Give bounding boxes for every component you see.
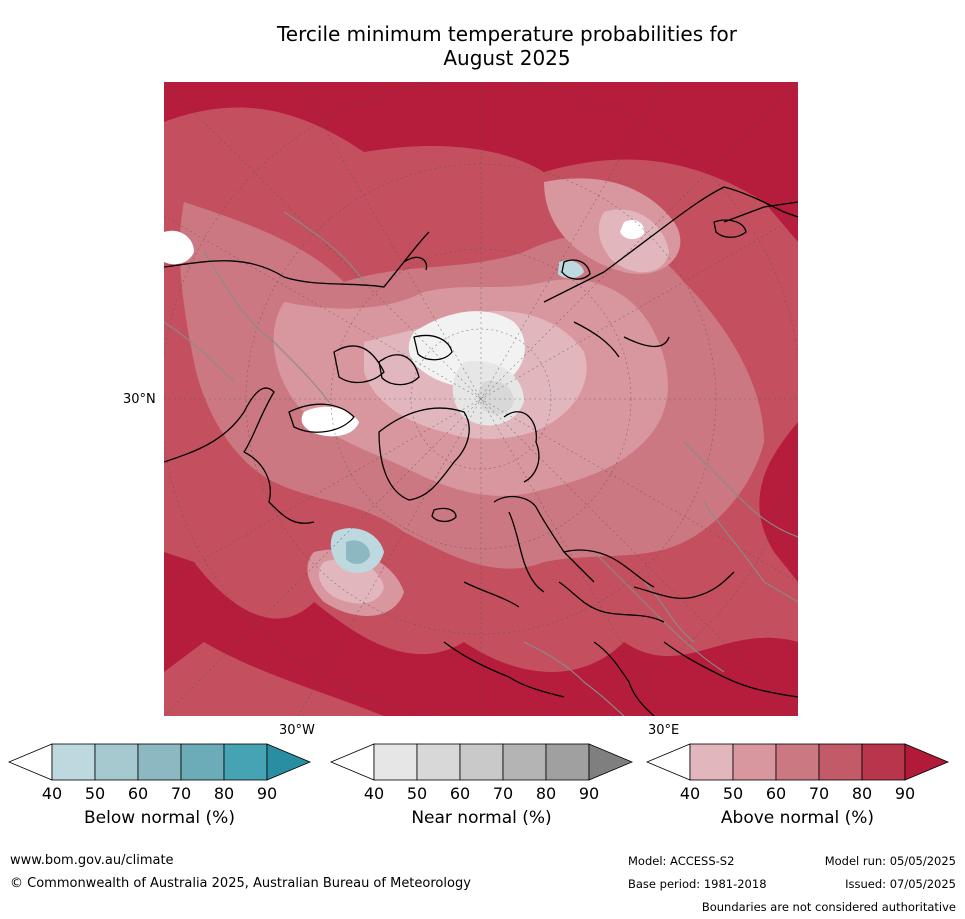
colorbar-tick-label: 80 <box>213 784 235 803</box>
colorbar-swatch <box>689 743 734 781</box>
colorbar-swatch <box>137 743 182 781</box>
boundaries-disclaimer: Boundaries are not considered authoritat… <box>701 900 956 914</box>
colorbar-swatch <box>732 743 777 781</box>
colorbar-tick-label: 70 <box>492 784 514 803</box>
copyright-text: © Commonwealth of Australia 2025, Austra… <box>10 876 471 891</box>
colorbar-above-swatches <box>645 743 950 781</box>
colorbar-swatch <box>459 743 504 781</box>
colorbar-tick-label: 80 <box>851 784 873 803</box>
colorbar-below-ticks: 40 50 60 70 80 90 <box>9 784 310 804</box>
model-run-text: Model run: 05/05/2025 <box>824 854 956 868</box>
polar-probability-map <box>164 82 798 716</box>
colorbar-swatch-over <box>266 743 312 781</box>
colorbar-above-ticks: 40 50 60 70 80 90 <box>647 784 948 804</box>
colorbar-swatch <box>818 743 863 781</box>
colorbar-above-normal: 40 50 60 70 80 90 Above normal (%) <box>645 743 950 828</box>
base-period-text: Base period: 1981-2018 <box>628 877 767 891</box>
map-title: Tercile minimum temperature probabilitie… <box>165 22 849 70</box>
colorbar-tick-label: 60 <box>449 784 471 803</box>
colorbar-below-normal: 40 50 60 70 80 90 Below normal (%) <box>7 743 312 828</box>
colorbar-tick-label: 40 <box>679 784 701 803</box>
colorbar-tick-label: 80 <box>535 784 557 803</box>
colorbar-swatch <box>545 743 590 781</box>
lon-label-30w: 30°W <box>279 723 315 738</box>
colorbar-tick-label: 50 <box>406 784 428 803</box>
colorbar-near-caption: Near normal (%) <box>411 808 552 828</box>
colorbar-tick-label: 40 <box>363 784 385 803</box>
colorbar-near-swatches <box>329 743 634 781</box>
colorbar-swatch <box>373 743 418 781</box>
issued-text: Issued: 07/05/2025 <box>845 877 956 891</box>
colorbar-near-normal: 40 50 60 70 80 90 Near normal (%) <box>329 743 634 828</box>
colorbar-tick-label: 90 <box>894 784 916 803</box>
colorbar-tick-label: 40 <box>41 784 63 803</box>
colorbar-tick-label: 60 <box>127 784 149 803</box>
colorbar-swatch <box>94 743 139 781</box>
colorbar-swatch <box>51 743 96 781</box>
colorbar-swatch-over <box>904 743 950 781</box>
colorbar-tick-label: 50 <box>722 784 744 803</box>
colorbar-below-swatches <box>7 743 312 781</box>
colorbar-above-caption: Above normal (%) <box>720 808 875 828</box>
colorbar-swatch <box>416 743 461 781</box>
colorbar-tick-label: 60 <box>765 784 787 803</box>
colorbar-swatch <box>502 743 547 781</box>
colorbar-swatch <box>223 743 268 781</box>
lat-label-30n: 30°N <box>123 392 156 407</box>
colorbar-below-caption: Below normal (%) <box>84 808 235 828</box>
model-text: Model: ACCESS-S2 <box>628 854 735 868</box>
colorbar-tick-label: 70 <box>170 784 192 803</box>
map-title-line2: August 2025 <box>443 46 571 70</box>
colorbar-near-ticks: 40 50 60 70 80 90 <box>331 784 632 804</box>
colorbar-swatch-under <box>7 743 53 781</box>
colorbar-tick-label: 90 <box>256 784 278 803</box>
colorbar-tick-label: 70 <box>808 784 830 803</box>
colorbar-swatch-under <box>645 743 691 781</box>
bom-url-link[interactable]: www.bom.gov.au/climate <box>10 853 174 868</box>
colorbar-swatch-under <box>329 743 375 781</box>
lon-label-30e: 30°E <box>648 723 680 738</box>
colorbar-swatch <box>775 743 820 781</box>
map-graphic <box>164 82 798 716</box>
colorbar-swatch <box>180 743 225 781</box>
colorbar-swatch <box>861 743 906 781</box>
colorbar-swatch-over <box>588 743 634 781</box>
map-title-line1: Tercile minimum temperature probabilitie… <box>276 22 738 46</box>
colorbar-tick-label: 90 <box>578 784 600 803</box>
colorbar-tick-label: 50 <box>84 784 106 803</box>
